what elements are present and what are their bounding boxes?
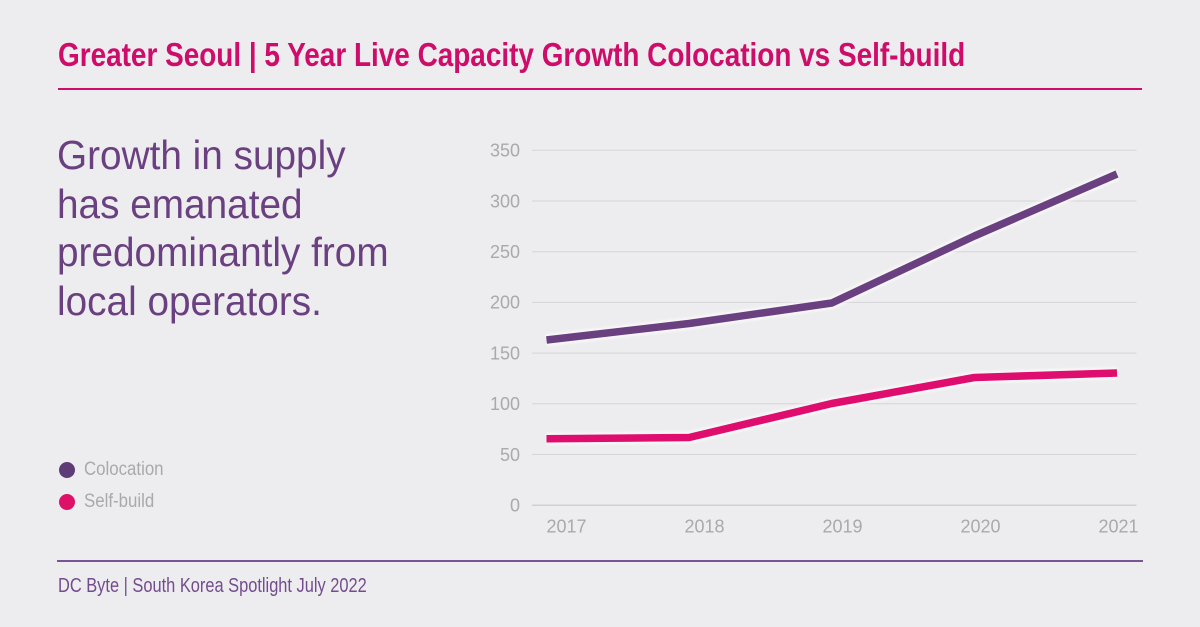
svg-text:0: 0 [510,496,520,516]
svg-text:300: 300 [490,191,520,211]
svg-text:50: 50 [500,445,520,465]
svg-text:2019: 2019 [822,517,862,537]
svg-text:2020: 2020 [960,517,1000,537]
svg-text:2018: 2018 [684,517,724,537]
svg-text:2017: 2017 [546,517,586,537]
svg-text:200: 200 [490,293,520,313]
svg-text:250: 250 [490,242,520,262]
svg-text:150: 150 [490,343,520,363]
svg-text:350: 350 [490,141,520,161]
svg-text:2021: 2021 [1098,517,1138,537]
svg-text:100: 100 [490,394,520,414]
